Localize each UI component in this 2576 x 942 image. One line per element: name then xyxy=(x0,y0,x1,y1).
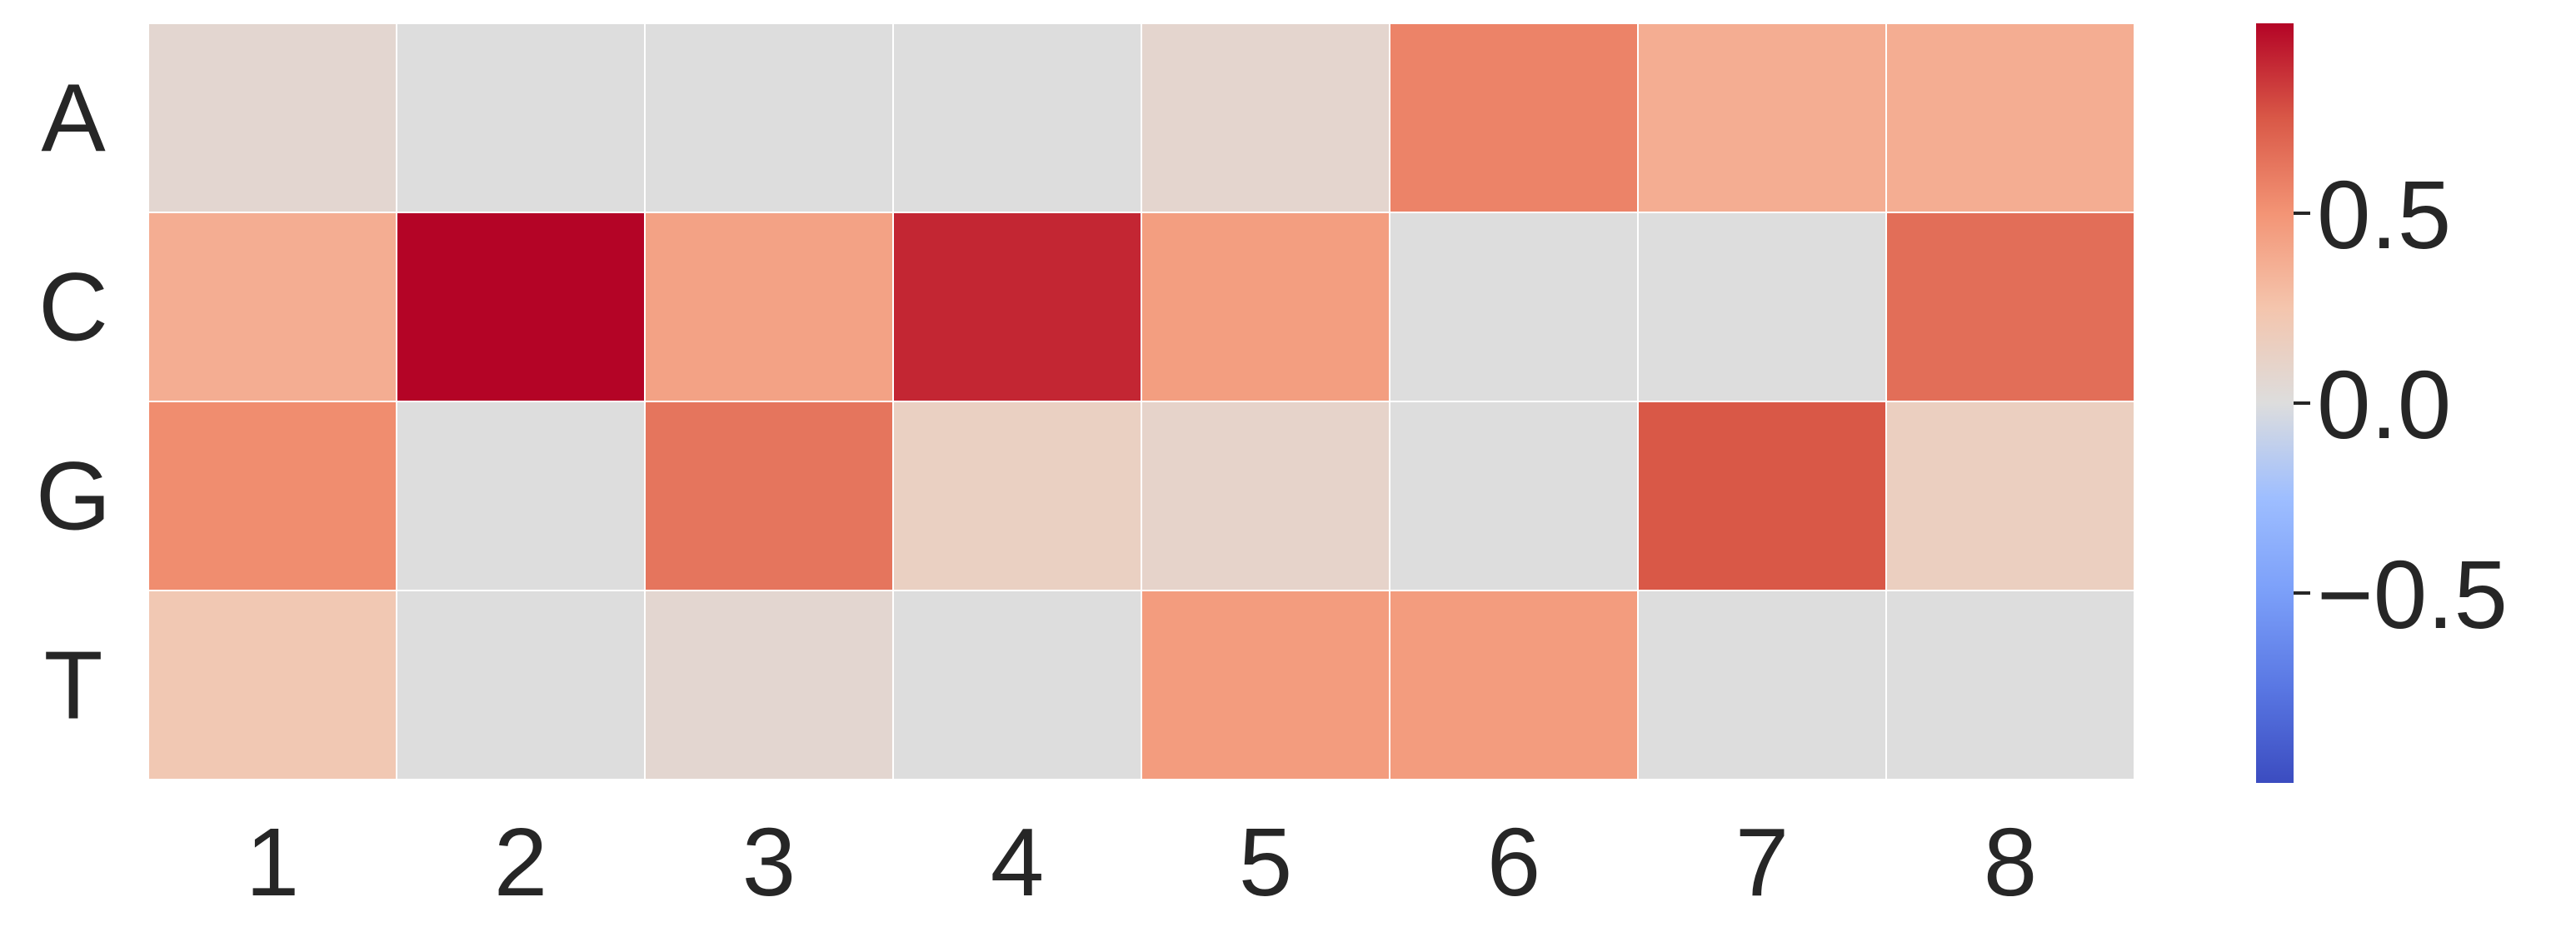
cell-G-6 xyxy=(1389,401,1639,591)
cell-G-4 xyxy=(892,401,1142,591)
column-label-5: 5 xyxy=(1239,808,1293,916)
cell-C-3 xyxy=(644,212,894,402)
colorbar-tick-label: 0.0 xyxy=(2317,351,2451,459)
colorbar: 0.5 0.0 −0.5 xyxy=(2256,23,2508,783)
colorbar-gradient xyxy=(2256,23,2294,783)
cell-T-2 xyxy=(396,590,646,780)
cell-A-7 xyxy=(1637,22,1887,213)
cell-T-1 xyxy=(147,590,397,780)
column-label-3: 3 xyxy=(742,808,796,916)
colorbar-tick-label: −0.5 xyxy=(2317,541,2508,649)
cell-G-1 xyxy=(147,401,397,591)
cell-A-1 xyxy=(147,22,397,213)
row-label-T: T xyxy=(44,631,103,740)
row-label-G: G xyxy=(36,442,111,551)
colorbar-tick-label: 0.5 xyxy=(2317,161,2451,269)
cell-A-5 xyxy=(1141,22,1390,213)
cell-A-3 xyxy=(644,22,894,213)
cell-A-4 xyxy=(892,22,1142,213)
cell-G-5 xyxy=(1141,401,1390,591)
cell-T-5 xyxy=(1141,590,1390,780)
cell-C-7 xyxy=(1637,212,1887,402)
column-label-1: 1 xyxy=(246,808,300,916)
cell-C-5 xyxy=(1141,212,1390,402)
cell-T-8 xyxy=(1885,590,2135,780)
column-label-6: 6 xyxy=(1487,808,1541,916)
column-label-8: 8 xyxy=(1984,808,2038,916)
cell-G-3 xyxy=(644,401,894,591)
column-labels: 1 2 3 4 5 6 7 8 xyxy=(246,808,2038,916)
cell-C-6 xyxy=(1389,212,1639,402)
row-label-C: C xyxy=(38,253,108,361)
cell-C-2 xyxy=(396,212,646,402)
cell-C-1 xyxy=(147,212,397,402)
cell-A-2 xyxy=(396,22,646,213)
cell-A-6 xyxy=(1389,22,1639,213)
column-label-4: 4 xyxy=(991,808,1045,916)
cell-T-4 xyxy=(892,590,1142,780)
cell-T-3 xyxy=(644,590,894,780)
cell-C-8 xyxy=(1885,212,2135,402)
row-label-A: A xyxy=(41,64,106,172)
cell-T-7 xyxy=(1637,590,1887,780)
heatmap-cells xyxy=(147,22,2135,780)
cell-T-6 xyxy=(1389,590,1639,780)
cell-A-8 xyxy=(1885,22,2135,213)
cell-G-2 xyxy=(396,401,646,591)
cell-C-4 xyxy=(892,212,1142,402)
cell-G-8 xyxy=(1885,401,2135,591)
cell-G-7 xyxy=(1637,401,1887,591)
column-label-7: 7 xyxy=(1735,808,1790,916)
column-label-2: 2 xyxy=(494,808,548,916)
